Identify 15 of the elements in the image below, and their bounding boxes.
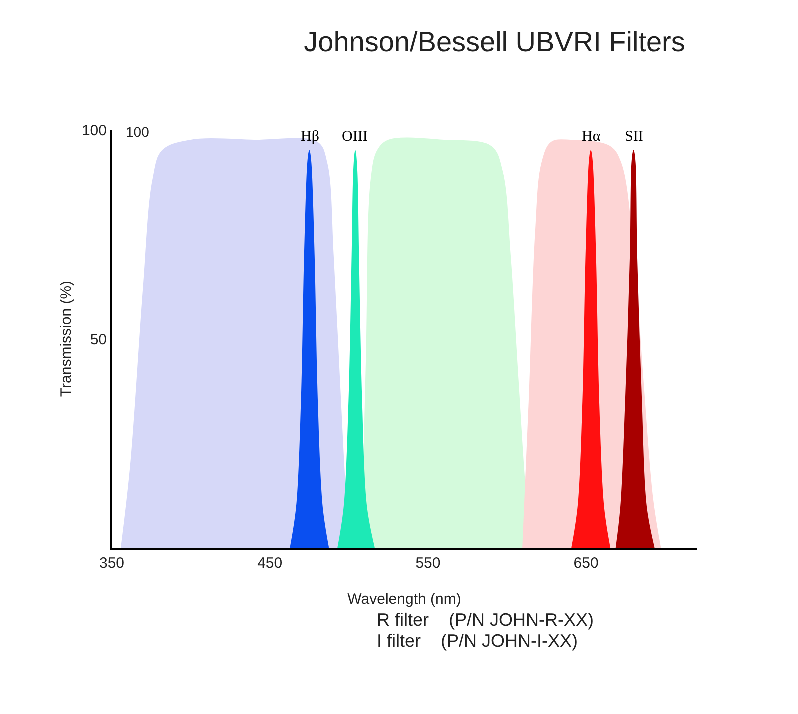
- y-axis-title: Transmission (%): [58, 280, 75, 398]
- series-label: SII: [625, 129, 644, 145]
- x-tick-label: 650: [574, 555, 599, 572]
- chart-title: Johnson/Bessell UBVRI Filters: [304, 26, 686, 58]
- series-label: Hα: [582, 129, 601, 145]
- series-label: Hβ: [301, 129, 320, 145]
- y-tick-label: 50: [90, 331, 107, 348]
- text: R filter (P/N JOHN-R-XX): [377, 610, 594, 630]
- x-axis-title: Wavelength (nm): [348, 591, 462, 608]
- series-label: OIII: [342, 129, 368, 145]
- x-tick-label: 550: [416, 555, 441, 572]
- annotation: 100: [126, 124, 150, 140]
- text: I filter (P/N JOHN-I-XX): [377, 631, 578, 651]
- x-tick-label: 350: [99, 555, 125, 572]
- x-tick-label: 450: [258, 555, 283, 572]
